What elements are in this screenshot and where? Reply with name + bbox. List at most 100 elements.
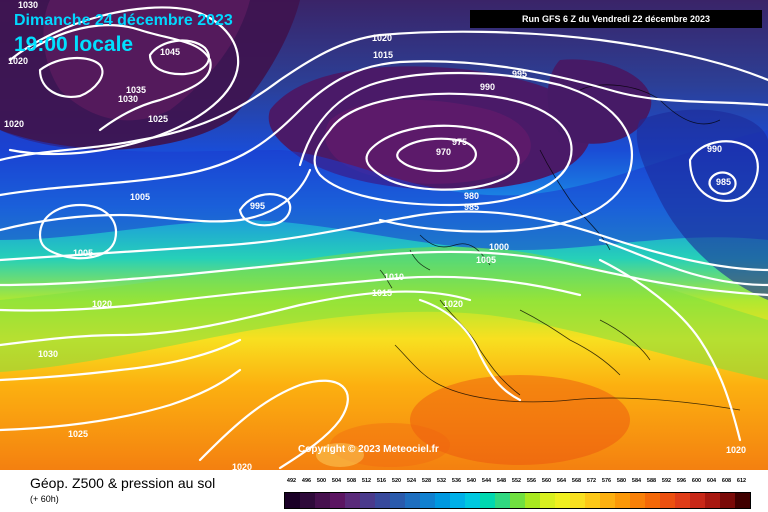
isobar-label: 1035 (126, 85, 146, 95)
isobar-label: 1020 (443, 299, 463, 309)
legend-label: 528 (421, 478, 432, 484)
legend-swatch (360, 493, 375, 508)
isobar-label: 1005 (476, 255, 496, 265)
legend-swatch (675, 493, 690, 508)
legend-swatch (375, 493, 390, 508)
legend-swatch (465, 493, 480, 508)
isobar-label: 990 (707, 144, 722, 154)
legend-label: 548 (496, 478, 507, 484)
legend-label: 596 (676, 478, 687, 484)
isobar-label: 1025 (148, 114, 168, 124)
isobar-label: 995 (250, 201, 265, 211)
isobar-label: 1005 (73, 248, 93, 258)
isobar-label: 1015 (372, 288, 392, 298)
legend-swatch (420, 493, 435, 508)
legend-label: 512 (361, 478, 372, 484)
legend-swatch (600, 493, 615, 508)
legend-label: 492 (286, 478, 297, 484)
legend-swatch (450, 493, 465, 508)
isobar-label: 1015 (373, 50, 393, 60)
forecast-time: 19:00 locale (14, 33, 134, 56)
forecast-date: Dimanche 24 décembre 2023 (14, 12, 233, 29)
isobar-label: 1030 (38, 349, 58, 359)
legend-label: 496 (301, 478, 312, 484)
legend-label: 524 (406, 478, 417, 484)
weather-map: 1030 1020 1045 1035 1030 1025 1020 1020 … (0, 0, 768, 470)
legend-swatch (645, 493, 660, 508)
legend-label: 584 (631, 478, 642, 484)
legend-label: 544 (481, 478, 492, 484)
legend-label: 612 (736, 478, 747, 484)
isobar-label: 1045 (160, 47, 180, 57)
legend-swatch (405, 493, 420, 508)
legend-label: 532 (436, 478, 447, 484)
isobar-label: 985 (464, 202, 479, 212)
isobar-label: 990 (480, 82, 495, 92)
legend-swatch (435, 493, 450, 508)
legend-swatch (300, 493, 315, 508)
legend-swatch (720, 493, 735, 508)
isobar-label: 980 (464, 191, 479, 201)
legend-label: 572 (586, 478, 597, 484)
legend-label: 580 (616, 478, 627, 484)
legend-label: 564 (556, 478, 567, 484)
legend-label: 536 (451, 478, 462, 484)
legend-swatch (495, 493, 510, 508)
legend-bar (284, 492, 751, 509)
legend-label: 576 (601, 478, 612, 484)
legend-label: 556 (526, 478, 537, 484)
legend-swatch (660, 493, 675, 508)
legend-label: 508 (346, 478, 357, 484)
legend-label: 516 (376, 478, 387, 484)
legend-label: 500 (316, 478, 327, 484)
legend-labels: 492 496 500 504 508 512 516 520 524 528 532 536 540 5… (284, 478, 751, 490)
legend-swatch (510, 493, 525, 508)
isobar-label: 1010 (384, 272, 404, 282)
product-title: Géop. Z500 & pression au sol (30, 475, 216, 491)
legend-label: 568 (571, 478, 582, 484)
copyright-text: Copyright © 2023 Meteociel.fr (298, 444, 439, 455)
isobar-label: 970 (436, 147, 451, 157)
isobar-label: 975 (452, 137, 467, 147)
isobar-label: 1020 (726, 445, 746, 455)
legend-swatch (615, 493, 630, 508)
legend-label: 588 (646, 478, 657, 484)
legend-swatch (525, 493, 540, 508)
forecast-range: (+ 60h) (30, 494, 59, 504)
legend-label: 592 (661, 478, 672, 484)
legend-label: 608 (721, 478, 732, 484)
legend-swatch (585, 493, 600, 508)
legend-label: 560 (541, 478, 552, 484)
isobar-label: 1020 (4, 119, 24, 129)
legend-swatch (315, 493, 330, 508)
isobar-label: 1030 (118, 94, 138, 104)
legend-swatch (345, 493, 360, 508)
isobar-label: 1025 (68, 429, 88, 439)
isobar-label: 1020 (8, 56, 28, 66)
legend-swatch (735, 493, 750, 508)
isobar-label: 1020 (92, 299, 112, 309)
color-legend: 492 496 500 504 508 512 516 520 524 528 532 536 540 5… (284, 478, 751, 509)
legend-label: 520 (391, 478, 402, 484)
isobar-label: 1030 (18, 0, 38, 10)
legend-label: 604 (706, 478, 717, 484)
model-run-info: Run GFS 6 Z du Vendredi 22 décembre 2023 (470, 10, 762, 28)
isobar-label: 1005 (130, 192, 150, 202)
legend-label: 504 (331, 478, 342, 484)
legend-swatch (480, 493, 495, 508)
legend-swatch (330, 493, 345, 508)
legend-swatch (390, 493, 405, 508)
legend-swatch (570, 493, 585, 508)
legend-swatch (705, 493, 720, 508)
isobar-label: 1020 (232, 462, 252, 470)
legend-label: 552 (511, 478, 522, 484)
legend-swatch (540, 493, 555, 508)
isobar-label: 985 (716, 177, 731, 187)
legend-swatch (630, 493, 645, 508)
legend-swatch (285, 493, 300, 508)
legend-label: 600 (691, 478, 702, 484)
isobar-label: 1020 (372, 33, 392, 43)
isobar-label: 995 (512, 69, 527, 79)
legend-swatch (555, 493, 570, 508)
isobar-label: 1000 (489, 242, 509, 252)
